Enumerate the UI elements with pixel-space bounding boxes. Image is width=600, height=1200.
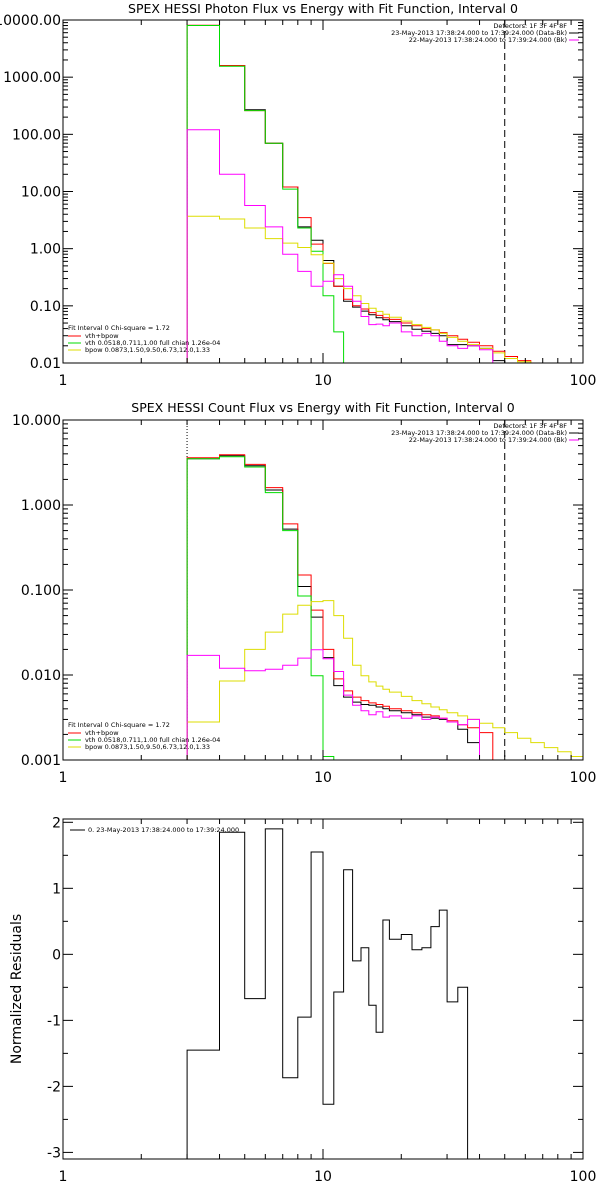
x-tick-label: 1 [59, 770, 68, 786]
series-data [186, 455, 480, 760]
y-tick-label: 1 [52, 881, 61, 897]
series-vth [186, 456, 335, 760]
info-line: 23-May-2013 17:38:24.000 to 17:39:24.000… [391, 429, 567, 437]
series-vth-bpow [186, 454, 494, 760]
y-tick-label: 0.01 [30, 356, 61, 372]
y-tick-label: 1.00 [30, 242, 61, 258]
y-tick-label: 0.10 [30, 299, 61, 315]
photon-flux-chart: SPEX HESSI Photon Flux vs Energy with Fi… [0, 1, 597, 389]
residuals-chart: 1 10 100 -3 -2 -1 0 1 2 Normalized Residuals 0. 23… [9, 815, 597, 1185]
y-axis-label: Normalized Residuals [9, 914, 25, 1064]
y-tick-label: 2 [52, 815, 61, 831]
legend-label: 0. 23-May-2013 17:38:24.000 to 17:39:24.… [88, 826, 239, 834]
legend-label: bpow 0.0873,1.50,9.50,6.73,12.0,1.33 [85, 346, 210, 354]
info-line: 23-May-2013 17:38:24.000 to 17:39:24.000… [391, 29, 567, 37]
series-vth [186, 25, 345, 363]
y-tick-label: 10.00 [21, 185, 61, 201]
chart-title: SPEX HESSI Count Flux vs Energy with Fit… [131, 400, 514, 415]
info-line: Detectors: 1F 3F 4F 8F [493, 422, 567, 430]
series-bk [186, 129, 494, 363]
series-bk [186, 649, 480, 760]
x-tick-label: 10 [314, 373, 332, 389]
legend-label: bpow 0.0873,1.50,9.50,6.73,12.0,1.33 [85, 743, 210, 751]
y-tick-label: 0.100 [21, 583, 61, 599]
y-tick-label: 1.000 [21, 498, 61, 514]
series-bpow [186, 215, 532, 363]
legend-label: vth 0.0518,0.711,1.00 full chian 1.26e-0… [85, 736, 220, 744]
info-line: 22-May-2013 17:38:24.000 to 17:39:24.000… [409, 36, 567, 44]
y-tick-label: 1000.00 [3, 70, 61, 86]
y-tick-label: 0.001 [21, 753, 61, 769]
legend-label: vth+bpow [85, 332, 119, 340]
x-tick-label: 100 [570, 373, 597, 389]
legend-label: vth 0.0518,0.711,1.00 full chian 1.26e-0… [85, 339, 220, 347]
x-tick-label: 1 [59, 1169, 68, 1185]
x-tick-label: 10 [314, 1169, 332, 1185]
x-tick-label: 100 [570, 770, 597, 786]
count-flux-chart: SPEX HESSI Count Flux vs Energy with Fit… [12, 400, 597, 786]
x-tick-label: 100 [570, 1169, 597, 1185]
series-vth-bpow [186, 24, 532, 363]
info-line: 22-May-2013 17:38:24.000 to 17:39:24.000… [409, 436, 567, 444]
y-tick-label: 0.010 [21, 668, 61, 684]
y-tick-label: -1 [47, 1013, 61, 1029]
legend-title: Fit Interval 0 Chi-square = 1.72 [68, 721, 170, 729]
legend-label: vth+bpow [85, 729, 119, 737]
series-bpow [186, 600, 583, 760]
info-line: Detectors: 1F 3F 4F 8F [493, 22, 567, 30]
chart-title: SPEX HESSI Photon Flux vs Energy with Fi… [128, 1, 518, 16]
y-tick-label: -2 [47, 1079, 61, 1095]
y-tick-label: 10000.00 [0, 13, 61, 29]
y-tick-label: 10.000 [12, 413, 61, 429]
legend-title: Fit Interval 0 Chi-square = 1.72 [68, 324, 170, 332]
x-tick-label: 1 [59, 373, 68, 389]
x-tick-label: 10 [314, 770, 332, 786]
series-residuals [186, 828, 469, 1159]
y-tick-label: 0 [52, 947, 61, 963]
y-tick-label: -3 [47, 1145, 61, 1161]
y-tick-label: 100.00 [12, 127, 61, 143]
